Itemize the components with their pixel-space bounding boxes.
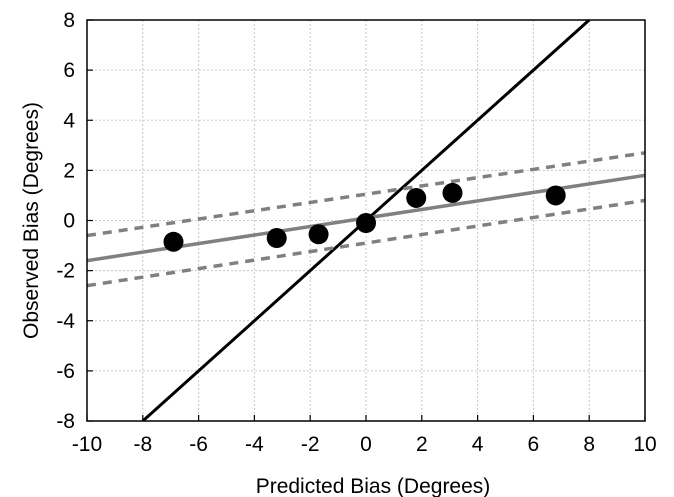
lower-ci-line [87, 198, 645, 288]
axis-ticks [86, 19, 646, 422]
x-tick-label: -8 [133, 433, 152, 456]
y-axis-title: Observed Bias (Degrees) [20, 102, 43, 339]
y-tick-label: 4 [63, 109, 75, 132]
y-tick-label: -8 [56, 410, 75, 433]
x-tick-label: 0 [360, 433, 372, 456]
y-tick-labels: -8 -6 -4 -2 0 2 4 6 8 [56, 9, 75, 433]
x-tick-label: -4 [245, 433, 264, 456]
upper-ci-line [87, 151, 645, 238]
y-tick-label: -4 [56, 310, 75, 333]
x-tick-label: -6 [189, 433, 208, 456]
y-tick-label: 8 [63, 9, 75, 32]
x-tick-label: 10 [633, 433, 656, 456]
y-tick-label: 2 [63, 159, 75, 182]
x-tick-label: 2 [416, 433, 428, 456]
data-point [308, 224, 329, 245]
x-tick-label: 8 [583, 433, 595, 456]
x-tick-label: -10 [72, 433, 102, 456]
y-tick-label: 6 [63, 59, 75, 82]
x-tick-label: -2 [301, 433, 320, 456]
y-tick-label: 0 [63, 210, 75, 233]
data-points [163, 182, 566, 252]
y-tick-label: -2 [56, 260, 75, 283]
data-point [163, 231, 184, 252]
x-tick-label: 4 [472, 433, 484, 456]
data-point [545, 185, 566, 206]
data-point [356, 213, 376, 234]
x-tick-labels: -10 -8 -6 -4 -2 0 2 4 6 8 10 [72, 433, 657, 456]
data-point [266, 228, 287, 249]
data-point [442, 182, 463, 203]
x-axis-title: Predicted Bias (Degrees) [256, 475, 491, 497]
data-point [406, 187, 427, 208]
x-tick-label: 6 [528, 433, 540, 456]
y-tick-label: -6 [56, 360, 75, 383]
